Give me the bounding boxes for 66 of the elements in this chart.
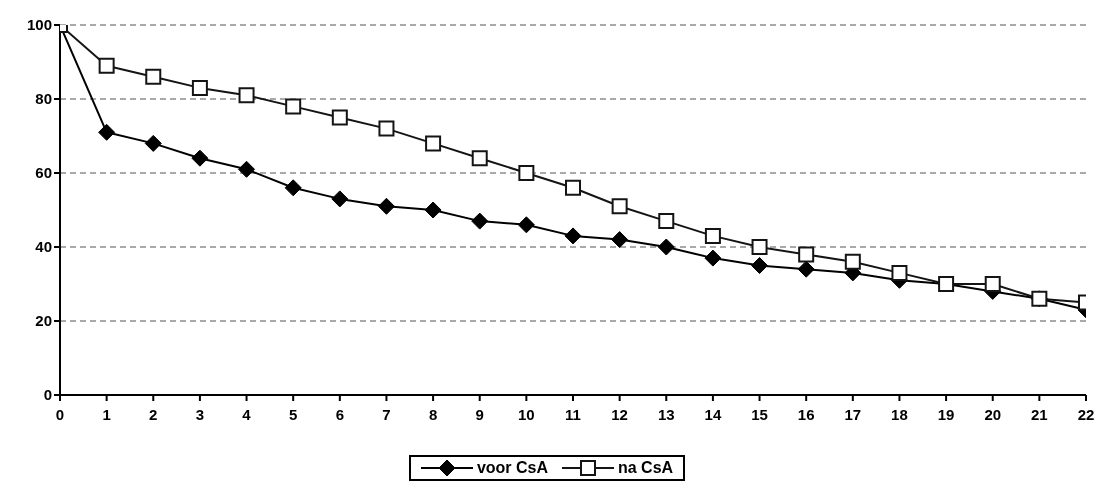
point xyxy=(704,249,722,267)
legend-label: voor CsA xyxy=(476,459,548,477)
point xyxy=(377,197,395,215)
x-tick-label: 16 xyxy=(797,405,815,423)
point xyxy=(751,239,768,255)
x-tick-label: 17 xyxy=(844,405,862,423)
point xyxy=(565,179,581,196)
x-tick-label: 11 xyxy=(565,405,581,423)
point xyxy=(144,134,162,152)
x-tick-label: 15 xyxy=(751,405,768,423)
x-tick-label: 5 xyxy=(289,405,298,423)
x-tick-label: 4 xyxy=(242,405,252,423)
point xyxy=(658,213,675,230)
point xyxy=(238,160,256,178)
point xyxy=(471,212,489,230)
x-tick-label: 7 xyxy=(382,405,391,423)
point xyxy=(98,123,116,141)
point xyxy=(331,109,348,126)
x-tick-label: 14 xyxy=(704,405,722,423)
point xyxy=(191,149,209,167)
point xyxy=(517,216,535,234)
x-tick-label: 20 xyxy=(984,405,1002,423)
point xyxy=(844,253,861,270)
x-tick-label: 10 xyxy=(518,405,535,423)
y-tick-label: 20 xyxy=(35,312,52,330)
x-tick-label: 21 xyxy=(1031,405,1048,423)
point xyxy=(425,135,442,152)
x-tick-label: 19 xyxy=(937,405,955,423)
y-tick-label: 60 xyxy=(35,164,52,182)
x-tick-label: 0 xyxy=(55,405,65,423)
point xyxy=(518,165,535,181)
point xyxy=(471,150,488,167)
point xyxy=(284,179,302,197)
point xyxy=(611,231,629,249)
x-tick-label: 8 xyxy=(428,405,438,423)
x-tick-label: 18 xyxy=(891,405,908,423)
point xyxy=(238,87,255,104)
point xyxy=(564,227,582,245)
point xyxy=(891,264,908,281)
point xyxy=(751,257,769,274)
x-tick-label: 3 xyxy=(195,405,205,423)
x-tick-label: 9 xyxy=(475,405,484,423)
point xyxy=(98,57,115,74)
point xyxy=(378,120,395,137)
point xyxy=(424,201,442,219)
point xyxy=(285,98,302,115)
x-tick-label: 22 xyxy=(1077,405,1095,423)
y-tick-label: 40 xyxy=(35,238,52,256)
y-tick-label: 0 xyxy=(43,386,52,404)
y-tick-label: 80 xyxy=(35,90,52,108)
x-tick-label: 2 xyxy=(149,405,158,423)
x-tick-label: 1 xyxy=(102,405,111,423)
point xyxy=(145,68,162,85)
point xyxy=(797,260,815,278)
legend-label: na CsA xyxy=(618,459,674,477)
x-tick-label: 13 xyxy=(657,405,675,423)
point xyxy=(611,198,628,215)
point xyxy=(798,246,815,263)
point xyxy=(191,79,208,96)
point xyxy=(704,227,721,244)
x-tick-label: 12 xyxy=(611,405,628,423)
point xyxy=(331,190,349,208)
x-tick-label: 6 xyxy=(335,405,344,423)
point xyxy=(984,276,1001,292)
point xyxy=(657,238,675,256)
y-tick-label: 100 xyxy=(26,16,52,34)
